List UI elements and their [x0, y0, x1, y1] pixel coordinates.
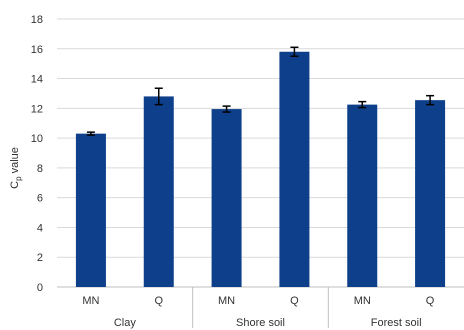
- bar: [279, 51, 310, 287]
- y-axis-title-main: C: [9, 181, 21, 189]
- x-category-label: MN: [82, 295, 99, 307]
- y-tick-label: 8: [37, 163, 43, 175]
- y-tick-label: 14: [31, 74, 43, 86]
- x-category-label: MN: [354, 295, 371, 307]
- y-tick-label: 2: [37, 252, 43, 264]
- y-tick-label: 0: [37, 282, 43, 294]
- y-tick-label: 12: [31, 103, 43, 115]
- bar: [143, 96, 174, 287]
- bar: [211, 109, 242, 287]
- bar: [347, 104, 378, 287]
- error-bar: [86, 131, 95, 136]
- bar: [415, 100, 446, 288]
- bar: [75, 133, 106, 287]
- y-tick-label: 4: [37, 222, 43, 234]
- y-axis-title-subscript: p: [14, 176, 23, 181]
- y-axis-title-suffix: value: [9, 147, 21, 176]
- error-bar: [154, 87, 163, 106]
- x-category-label: Q: [290, 295, 299, 307]
- error-bar: [358, 100, 367, 109]
- x-group-label: Forest soil: [371, 317, 422, 329]
- y-tick-label: 16: [31, 44, 43, 56]
- y-tick-label: 6: [37, 193, 43, 205]
- error-bar: [426, 94, 435, 106]
- error-bar: [290, 46, 299, 57]
- x-group-label: Shore soil: [236, 317, 285, 329]
- x-category-label: Q: [426, 295, 435, 307]
- y-tick-label: 10: [31, 133, 43, 145]
- y-axis-title: Cp value: [9, 147, 23, 189]
- y-tick-label: 18: [31, 14, 43, 26]
- x-category-label: MN: [218, 295, 235, 307]
- x-group-label: Clay: [114, 317, 137, 329]
- error-bar: [222, 105, 231, 113]
- x-category-label: Q: [154, 295, 163, 307]
